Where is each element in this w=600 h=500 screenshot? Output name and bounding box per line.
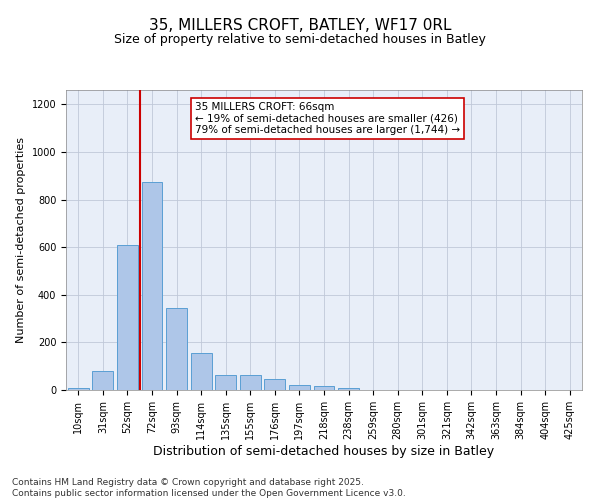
- Bar: [142, 182, 163, 390]
- Bar: [265, 378, 286, 390]
- Bar: [166, 308, 187, 390]
- Bar: [215, 374, 236, 390]
- Text: Size of property relative to semi-detached houses in Batley: Size of property relative to semi-detach…: [114, 32, 486, 46]
- Bar: [289, 385, 310, 390]
- X-axis label: Distribution of semi-detached houses by size in Batley: Distribution of semi-detached houses by …: [154, 444, 494, 458]
- Text: 35, MILLERS CROFT, BATLEY, WF17 0RL: 35, MILLERS CROFT, BATLEY, WF17 0RL: [149, 18, 451, 32]
- Text: 35 MILLERS CROFT: 66sqm
← 19% of semi-detached houses are smaller (426)
79% of s: 35 MILLERS CROFT: 66sqm ← 19% of semi-de…: [195, 102, 460, 135]
- Bar: [338, 388, 359, 390]
- Bar: [68, 388, 89, 390]
- Bar: [240, 374, 261, 390]
- Text: Contains HM Land Registry data © Crown copyright and database right 2025.
Contai: Contains HM Land Registry data © Crown c…: [12, 478, 406, 498]
- Bar: [92, 371, 113, 390]
- Bar: [314, 386, 334, 390]
- Bar: [117, 245, 138, 390]
- Y-axis label: Number of semi-detached properties: Number of semi-detached properties: [16, 137, 26, 343]
- Bar: [191, 353, 212, 390]
